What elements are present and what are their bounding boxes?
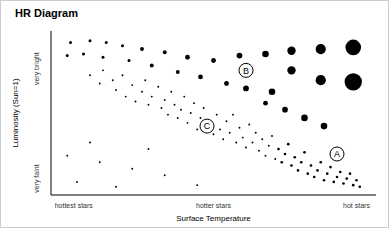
svg-text:hotter stars: hotter stars <box>196 202 232 209</box>
html-text:HR Diagram: HR Diagram <box>15 7 78 19</box>
svg-text:C: C <box>204 121 211 131</box>
svg-text:very bright: very bright <box>33 52 41 85</box>
svg-text:hot stars: hot stars <box>343 202 370 209</box>
svg-text:Surface Temperature: Surface Temperature <box>176 214 251 223</box>
svg-text:B: B <box>243 66 249 76</box>
svg-text:A: A <box>334 149 340 159</box>
svg-text:very faint: very faint <box>33 164 41 192</box>
svg-text:Luminosity (Sun=1): Luminosity (Sun=1) <box>11 78 20 147</box>
svg-text:hottest stars: hottest stars <box>55 202 94 209</box>
